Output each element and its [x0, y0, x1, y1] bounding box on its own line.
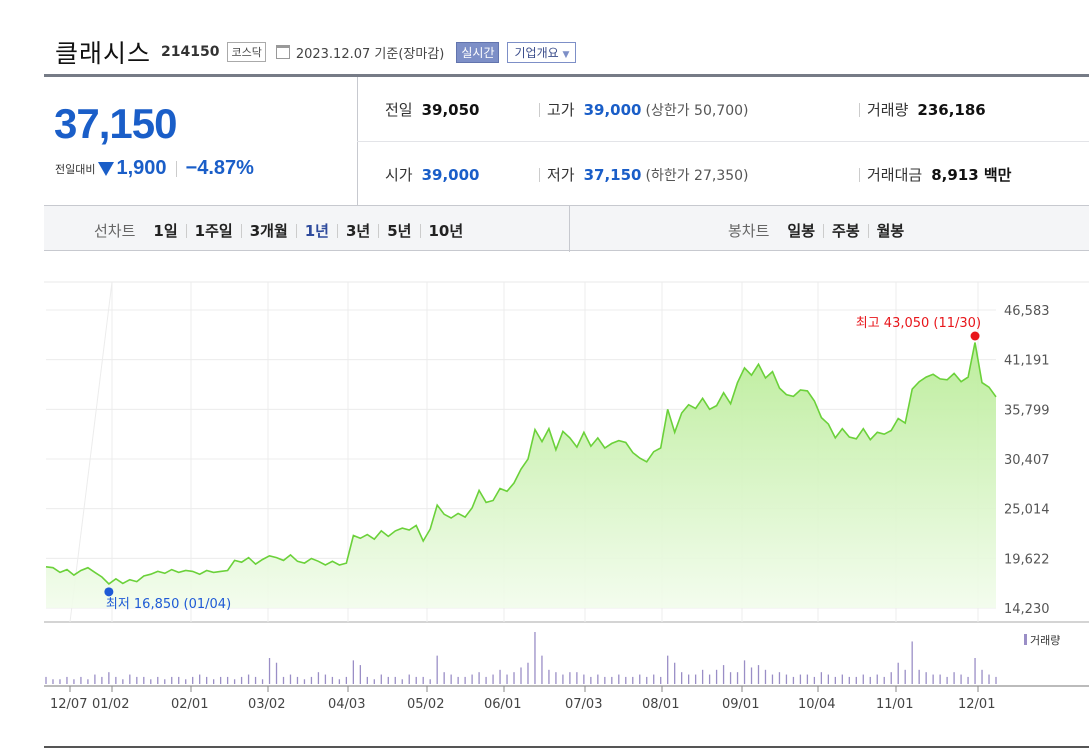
stat-volume-label: 거래량 [867, 101, 909, 119]
line-divider [337, 223, 338, 238]
chevron-down-icon: ▼ [562, 49, 570, 60]
line-tab-0[interactable]: 1일 [153, 222, 178, 240]
x-tick-label: 10/04 [798, 697, 835, 712]
stat-open: 시가 39,000 [385, 164, 480, 185]
change-amount: 1,900 [116, 157, 167, 179]
stat-low-value: 37,150 [583, 165, 642, 184]
stock-code: 214150 [161, 44, 220, 60]
bottom-divider [44, 746, 1089, 748]
stat-open-value: 39,000 [421, 165, 480, 184]
stat-amount: 거래대금 8,913 백만 [859, 164, 1011, 185]
stat-prev-value: 39,050 [421, 100, 480, 119]
y-tick-label: 46,583 [1004, 304, 1050, 319]
volume-legend-label: 거래량 [1030, 634, 1060, 647]
stat-low: 저가 37,150 (하한가 27,350) [539, 164, 749, 185]
volume-legend-swatch [1024, 634, 1027, 645]
stat-low-separator [539, 167, 540, 182]
change-label: 전일대비 [55, 162, 96, 176]
x-tick-label: 03/02 [248, 697, 285, 712]
stat-amount-value: 8,913 백만 [931, 166, 1012, 184]
y-tick-label: 30,407 [1004, 453, 1050, 468]
y-tick-label: 19,622 [1004, 552, 1050, 567]
stat-high-label: 고가 [547, 101, 575, 119]
x-gridline [69, 281, 113, 623]
x-tick-label: 04/03 [328, 697, 365, 712]
candle-chart-tabs: 봉차트 일봉 주봉 월봉 [728, 220, 904, 241]
line-tab-6[interactable]: 10년 [428, 222, 464, 240]
line-chart-tabs: 선차트 1일 1주일 3개월 1년 3년 5년 10년 [94, 220, 463, 241]
as-of-date: 2023.12.07 기준(장마감) [295, 46, 445, 62]
x-tick-label: 05/02 [407, 697, 444, 712]
stat-upper-limit: (상한가 50,700) [645, 102, 749, 119]
line-divider [419, 223, 421, 238]
stat-prev: 전일 39,050 [385, 99, 480, 120]
line-divider [185, 223, 187, 238]
x-tick-label: 08/01 [642, 697, 679, 712]
x-tick-label: 09/01 [722, 697, 759, 712]
x-tick-label: 07/03 [565, 697, 602, 712]
stat-volume-separator [859, 102, 860, 117]
stat-volume: 거래량 236,186 [859, 99, 986, 120]
x-tick-label: 06/01 [484, 697, 521, 712]
stat-high-value: 39,000 [583, 100, 642, 119]
y-tick-label: 41,191 [1004, 354, 1050, 369]
stat-open-label: 시가 [385, 166, 413, 184]
line-divider [378, 223, 380, 238]
stock-name: 클래시스 [55, 39, 152, 68]
stats-divider [357, 141, 1089, 142]
price-change: 전일대비 1,900 −4.87% [55, 157, 254, 180]
stat-high-separator [539, 102, 540, 117]
market-badge: 코스닥 [227, 42, 266, 62]
line-tab-4[interactable]: 3년 [346, 222, 371, 240]
corp-info-dropdown[interactable]: 기업개요 ▼ [507, 41, 577, 63]
x-tick-label: 02/01 [171, 697, 208, 712]
candle-tab-0[interactable]: 일봉 [787, 222, 816, 240]
down-arrow-icon [98, 161, 115, 176]
line-divider [295, 223, 297, 238]
candle-chart-label: 봉차트 [728, 222, 770, 240]
stock-header: 클래시스 214150 코스닥 2023.12.07 기준(장마감) 실시간 기… [55, 34, 577, 70]
candle-divider [823, 223, 825, 238]
realtime-button[interactable]: 실시간 [456, 41, 500, 63]
x-tick-label: 12/01 [958, 697, 995, 712]
candle-tab-2[interactable]: 월봉 [876, 222, 905, 240]
chart-tabs-bar [44, 205, 1089, 252]
min-marker [104, 587, 114, 597]
stat-low-label: 저가 [547, 166, 575, 184]
y-tick-label: 14,230 [1004, 602, 1050, 617]
y-tick-label: 35,799 [1004, 403, 1050, 418]
line-tab-1[interactable]: 1주일 [194, 222, 233, 240]
line-tab-5[interactable]: 5년 [387, 222, 412, 240]
tabs-divider [569, 206, 570, 252]
price-area-fill [46, 342, 996, 608]
line-divider [240, 223, 242, 238]
stat-volume-value: 236,186 [917, 100, 986, 119]
stat-prev-label: 전일 [385, 101, 413, 119]
price-line [45, 342, 997, 585]
stat-amount-separator [859, 167, 860, 182]
line-chart-label: 선차트 [94, 222, 136, 240]
stat-amount-label: 거래대금 [867, 166, 923, 184]
current-price: 37,150 [54, 100, 177, 147]
calendar-icon [275, 45, 290, 59]
stat-lower-limit: (하한가 27,350) [645, 167, 749, 184]
change-separator [175, 160, 177, 177]
header-divider [44, 74, 1089, 77]
line-tab-3[interactable]: 1년 [304, 222, 329, 240]
line-tab-2[interactable]: 3개월 [249, 222, 288, 240]
stat-high: 고가 39,000 (상한가 50,700) [539, 99, 749, 120]
max-label: 최고 43,050 (11/30) [856, 316, 981, 331]
change-percent: −4.87% [185, 157, 254, 179]
y-tick-label: 25,014 [1004, 503, 1050, 518]
corp-info-label: 기업개요 [514, 45, 559, 60]
x-tick-label: 11/01 [876, 697, 913, 712]
candle-divider [867, 223, 869, 238]
min-label: 최저 16,850 (01/04) [106, 597, 231, 612]
max-marker [970, 331, 980, 341]
x-tick-label: 12/07 [50, 697, 87, 712]
x-tick-label: 01/02 [92, 697, 129, 712]
candle-tab-1[interactable]: 주봉 [832, 222, 860, 240]
